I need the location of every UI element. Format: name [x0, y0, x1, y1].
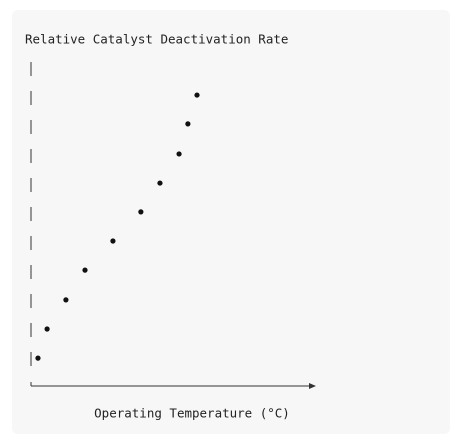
x-axis-label: Operating Temperature (°C): [94, 406, 290, 421]
point: [44, 326, 50, 332]
point: [110, 238, 116, 244]
point: [176, 151, 182, 157]
point: [185, 121, 191, 127]
x-axis-arrow: [309, 383, 316, 389]
point: [138, 209, 144, 215]
point: [35, 355, 41, 361]
point: [82, 267, 88, 273]
point: [157, 180, 163, 186]
point: [194, 92, 200, 98]
chart-title: Relative Catalyst Deactivation Rate: [25, 32, 288, 47]
code-block: [12, 10, 450, 434]
point: [63, 297, 69, 303]
